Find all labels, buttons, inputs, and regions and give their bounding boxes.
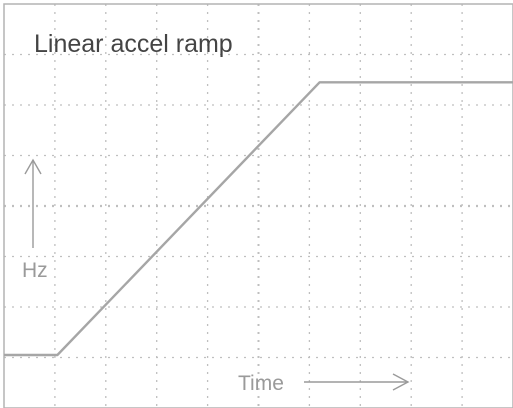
- y-axis-arrow: [24, 158, 42, 248]
- x-axis-label: Time: [238, 372, 284, 395]
- plot-frame: [3, 3, 513, 408]
- ramp-trace: [4, 81, 513, 357]
- grid: [4, 4, 513, 408]
- x-axis-arrow: [304, 373, 410, 391]
- chart-title: Linear accel ramp: [34, 30, 233, 58]
- y-axis-label: Hz: [22, 259, 48, 282]
